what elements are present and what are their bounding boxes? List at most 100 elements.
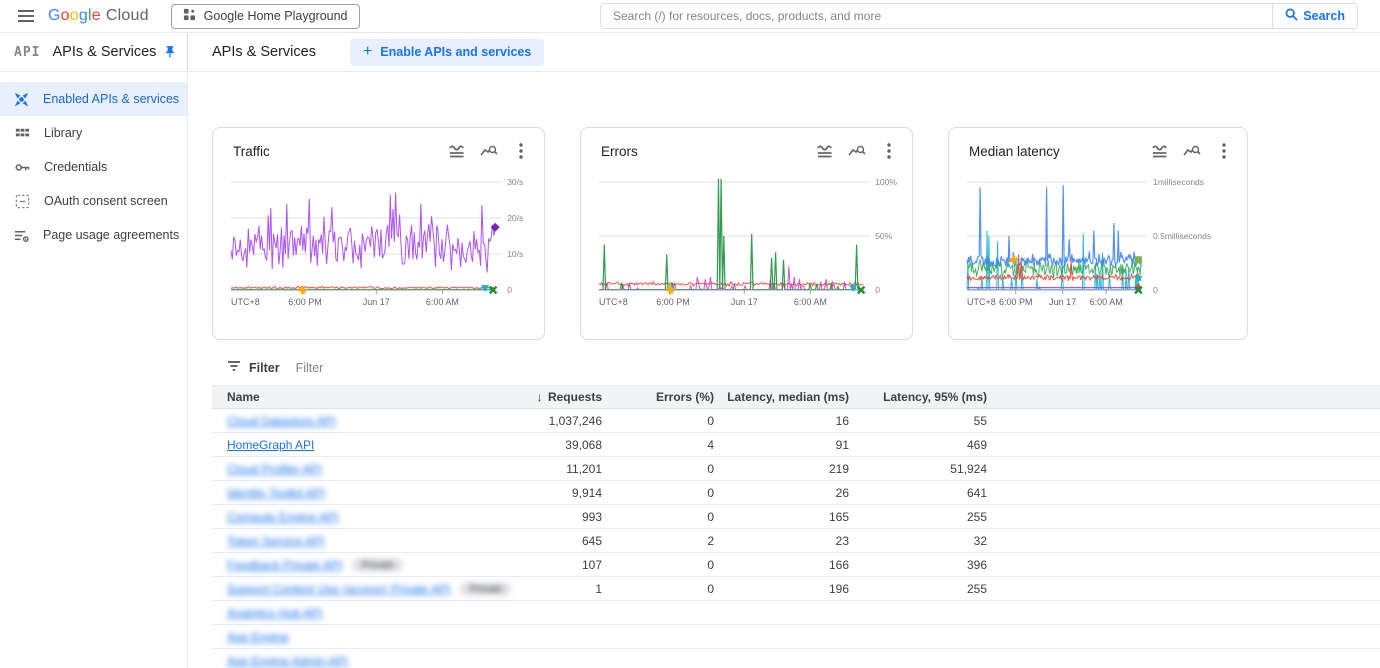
api-name-link[interactable]: Feedback Private API	[227, 558, 342, 572]
requests-value: 645	[477, 534, 602, 548]
api-name-cell: Token Service API	[227, 534, 477, 548]
errors-pct-value: 0	[602, 582, 714, 596]
pin-icon[interactable]	[163, 45, 177, 59]
svg-text:6:00 AM: 6:00 AM	[1090, 297, 1123, 307]
explore-chart-icon[interactable]	[1183, 142, 1201, 160]
search-button[interactable]: Search	[1272, 4, 1357, 28]
cloud-logo-text: Cloud	[106, 7, 149, 25]
chart-style-icon[interactable]	[816, 142, 834, 160]
requests-value: 39,068	[477, 438, 602, 452]
product-header: API APIs & Services	[0, 33, 188, 71]
google-cloud-logo[interactable]: Google Cloud	[48, 7, 149, 25]
api-name-cell: Support Content Use (access) Private API…	[227, 582, 477, 596]
api-name-link[interactable]: Cloud Datastore API	[227, 414, 336, 428]
api-name-link[interactable]: App Engine	[227, 630, 289, 644]
requests-value: 107	[477, 558, 602, 572]
plus-icon: +	[363, 44, 372, 60]
svg-text:6:00 PM: 6:00 PM	[999, 297, 1033, 307]
project-icon	[183, 8, 196, 24]
table-row: Token Service API64522332	[212, 529, 1380, 553]
latency-median-value: 196	[714, 582, 849, 596]
api-name-cell: Identity Toolkit API	[227, 486, 477, 500]
kebab-menu-icon[interactable]	[1215, 142, 1233, 160]
latency-median-value: 165	[714, 510, 849, 524]
table-row: App Engine Admin API	[212, 649, 1380, 668]
column-header-name[interactable]: Name	[227, 390, 477, 404]
api-name-cell: Feedback Private API Private	[227, 558, 477, 572]
column-header-latency-95-ms-[interactable]: Latency, 95% (ms)	[849, 390, 987, 404]
sidebar-item-library[interactable]: Library	[0, 116, 187, 150]
column-header-errors-[interactable]: Errors (%)	[602, 390, 714, 404]
svg-text:0.5milliseconds: 0.5milliseconds	[1153, 231, 1211, 241]
latency-median-value: 219	[714, 462, 849, 476]
private-badge: Private	[352, 558, 403, 572]
requests-value: 9,914	[477, 486, 602, 500]
api-product-logo: API	[14, 45, 40, 60]
api-name-link[interactable]: Support Content Use (access) Private API	[227, 582, 450, 596]
chart-card-errors: Errors 100%50%0UTC+86:00 PMJun 176:00 AM	[580, 127, 913, 340]
svg-text:Jun 17: Jun 17	[731, 297, 758, 307]
api-name-cell: HomeGraph API	[227, 438, 477, 452]
latency-95-value: 396	[849, 558, 987, 572]
sidebar-item-page-usage-agreements[interactable]: Page usage agreements	[0, 218, 187, 252]
table-row: Feedback Private APIPrivate1070166396	[212, 553, 1380, 577]
api-name-link[interactable]: Identity Toolkit API	[227, 486, 325, 500]
filter-input[interactable]: Filter	[296, 361, 1380, 375]
api-name-cell: App Engine	[227, 630, 477, 644]
errors-pct-value: 0	[602, 462, 714, 476]
svg-text:6:00 AM: 6:00 AM	[794, 297, 827, 307]
api-name-link[interactable]: Compute Engine API	[227, 510, 338, 524]
table-row: Support Content Use (access) Private API…	[212, 577, 1380, 601]
table-row: Identity Toolkit API9,914026641	[212, 481, 1380, 505]
sidebar-item-label: Library	[44, 126, 82, 140]
svg-text:6:00 AM: 6:00 AM	[426, 297, 459, 307]
latency-median-value: 16	[714, 414, 849, 428]
project-selector[interactable]: Google Home Playground	[171, 4, 360, 29]
errors-pct-value: 2	[602, 534, 714, 548]
chart-style-icon[interactable]	[1151, 142, 1169, 160]
svg-text:50%: 50%	[875, 231, 892, 241]
svg-text:UTC+8: UTC+8	[967, 297, 996, 307]
kebab-menu-icon[interactable]	[512, 142, 530, 160]
svg-text:Jun 17: Jun 17	[363, 297, 390, 307]
chart-title: Errors	[601, 144, 816, 159]
api-name-link[interactable]: Analytics Hub API	[227, 606, 322, 620]
sidebar-item-oauth-consent-screen[interactable]: OAuth consent screen	[0, 184, 187, 218]
api-name-link[interactable]: Cloud Profiler API	[227, 462, 322, 476]
hamburger-menu-icon[interactable]	[12, 2, 40, 30]
table-row: HomeGraph API39,068491469	[212, 433, 1380, 457]
svg-text:20/s: 20/s	[507, 213, 523, 223]
chart-style-icon[interactable]	[448, 142, 466, 160]
chart-plot: 1milliseconds0.5milliseconds0UTC+86:00 P…	[949, 160, 1247, 332]
table-row: App Engine	[212, 625, 1380, 649]
sidebar-item-label: Enabled APIs & services	[43, 92, 179, 106]
search-input[interactable]	[601, 4, 1272, 28]
hub-icon	[13, 90, 30, 108]
latency-95-value: 255	[849, 510, 987, 524]
key-icon	[13, 158, 31, 176]
api-name-link[interactable]: Token Service API	[227, 534, 324, 548]
errors-pct-value: 0	[602, 414, 714, 428]
api-name-link[interactable]: App Engine Admin API	[227, 654, 348, 668]
api-name-link[interactable]: HomeGraph API	[227, 438, 314, 452]
explore-chart-icon[interactable]	[480, 142, 498, 160]
api-name-cell: App Engine Admin API	[227, 654, 477, 668]
svg-text:0: 0	[507, 285, 512, 295]
private-badge: Private	[460, 582, 511, 596]
svg-text:10/s: 10/s	[507, 249, 523, 259]
apis-table: Name↓ RequestsErrors (%)Latency, median …	[212, 385, 1380, 668]
explore-chart-icon[interactable]	[848, 142, 866, 160]
sidebar-item-enabled-apis-services[interactable]: Enabled APIs & services	[0, 82, 187, 116]
latency-median-value: 166	[714, 558, 849, 572]
column-header-requests[interactable]: ↓ Requests	[477, 390, 602, 404]
enable-apis-button[interactable]: + Enable APIs and services	[350, 39, 544, 66]
column-header-latency-median-ms-[interactable]: Latency, median (ms)	[714, 390, 849, 404]
svg-text:0: 0	[875, 285, 880, 295]
table-row: Compute Engine API9930165255	[212, 505, 1380, 529]
svg-text:0: 0	[1153, 285, 1158, 295]
sidebar-item-credentials[interactable]: Credentials	[0, 150, 187, 184]
chart-card-traffic: Traffic 30/s20/s10/s0UTC+86:00 PMJun 176…	[212, 127, 545, 340]
kebab-menu-icon[interactable]	[880, 142, 898, 160]
svg-text:100%: 100%	[875, 177, 897, 187]
errors-pct-value: 0	[602, 510, 714, 524]
